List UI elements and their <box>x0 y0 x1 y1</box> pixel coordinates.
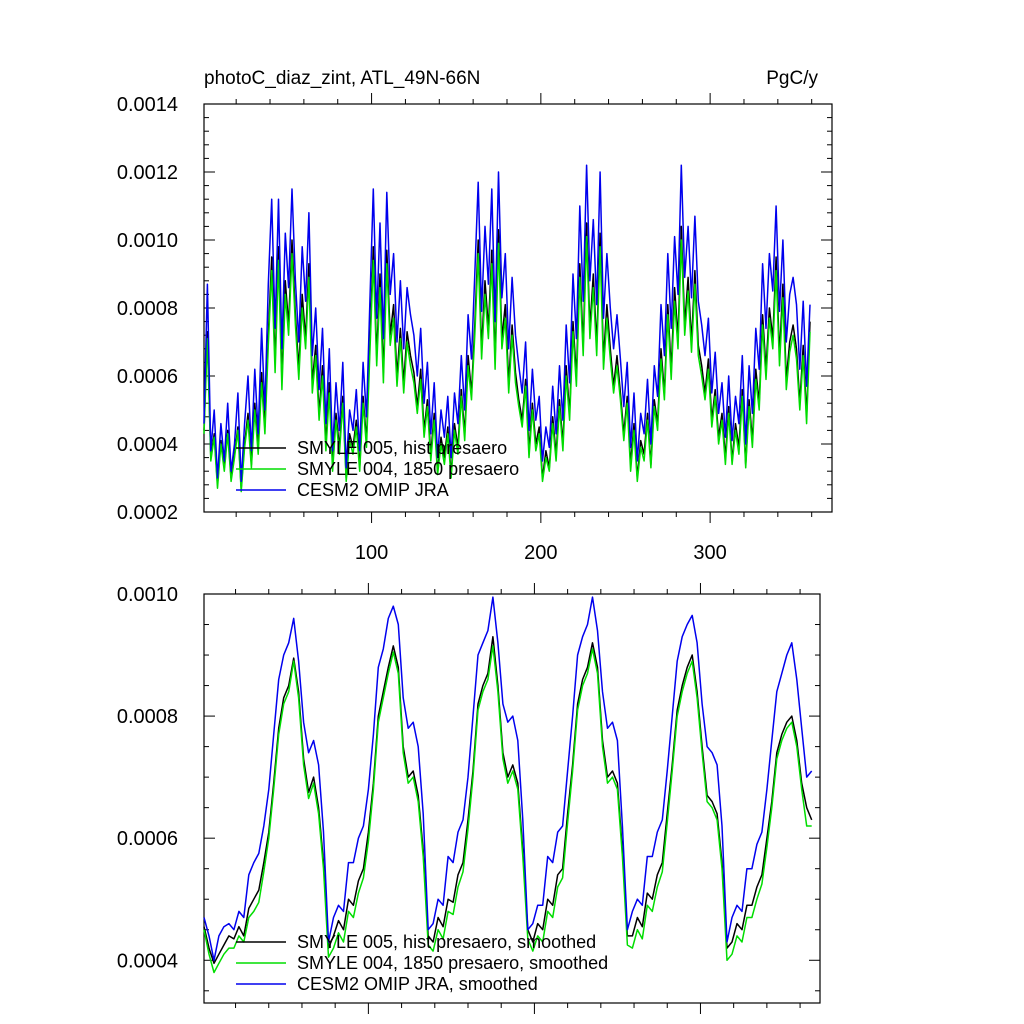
top-ytick-label: 0.0010 <box>117 230 178 252</box>
top-ytick-label: 0.0006 <box>117 366 178 388</box>
bottom-legend: SMYLE 005, hist presaero, smoothed SMYLE… <box>236 932 608 994</box>
top-ytick-label: 0.0008 <box>117 298 178 320</box>
bottom-panel: 0.0004 0.0006 0.0008 0.0010 SMYLE 005, hist… <box>117 583 821 1014</box>
bottom-series-line-2 <box>203 596 813 962</box>
top-legend-label-hist: SMYLE 005, hist presaero <box>297 438 507 458</box>
bottom-ytick-label: 0.0008 <box>117 706 178 728</box>
bottom-series-line-0 <box>203 635 813 965</box>
top-legend-label-1850: SMYLE 004, 1850 presaero <box>297 459 519 479</box>
top-series-line-1 <box>203 235 811 493</box>
top-plot-area: 0.0002 0.0004 0.0006 0.0008 0.0010 0.0012 0.00… <box>117 93 833 564</box>
bottom-ytick-label: 0.0006 <box>117 828 178 850</box>
bottom-ytick-label: 0.0010 <box>117 584 178 606</box>
top-ytick-label: 0.0004 <box>117 434 178 456</box>
bottom-series-line-1 <box>203 645 812 974</box>
bottom-legend-label-1850: SMYLE 004, 1850 presaero, smoothed <box>297 953 608 973</box>
top-series-line-2 <box>203 164 811 483</box>
top-xtick-label: 300 <box>693 542 726 564</box>
bottom-plot-area: 0.0004 0.0006 0.0008 0.0010 <box>117 583 821 1014</box>
top-chart-units: PgC/y <box>766 68 818 89</box>
bottom-plot-frame <box>203 593 821 1004</box>
top-ytick-label: 0.0014 <box>117 94 178 116</box>
bottom-legend-label-omip: CESM2 OMIP JRA, smoothed <box>297 974 538 994</box>
bottom-ytick-label: 0.0004 <box>117 950 178 972</box>
top-legend-label-omip: CESM2 OMIP JRA <box>297 480 449 500</box>
top-panel: photoC_diaz_zint, ATL_49N-66N PgC/y 0.00… <box>117 68 833 564</box>
top-ytick-label: 0.0012 <box>117 162 178 184</box>
top-chart-title: photoC_diaz_zint, ATL_49N-66N <box>204 68 480 89</box>
top-xtick-label: 200 <box>524 542 557 564</box>
bottom-legend-label-hist: SMYLE 005, hist presaero, smoothed <box>297 932 596 952</box>
top-xtick-label: 100 <box>355 542 388 564</box>
top-legend: SMYLE 005, hist presaero SMYLE 004, 1850… <box>236 438 519 500</box>
top-ytick-label: 0.0002 <box>117 502 178 524</box>
